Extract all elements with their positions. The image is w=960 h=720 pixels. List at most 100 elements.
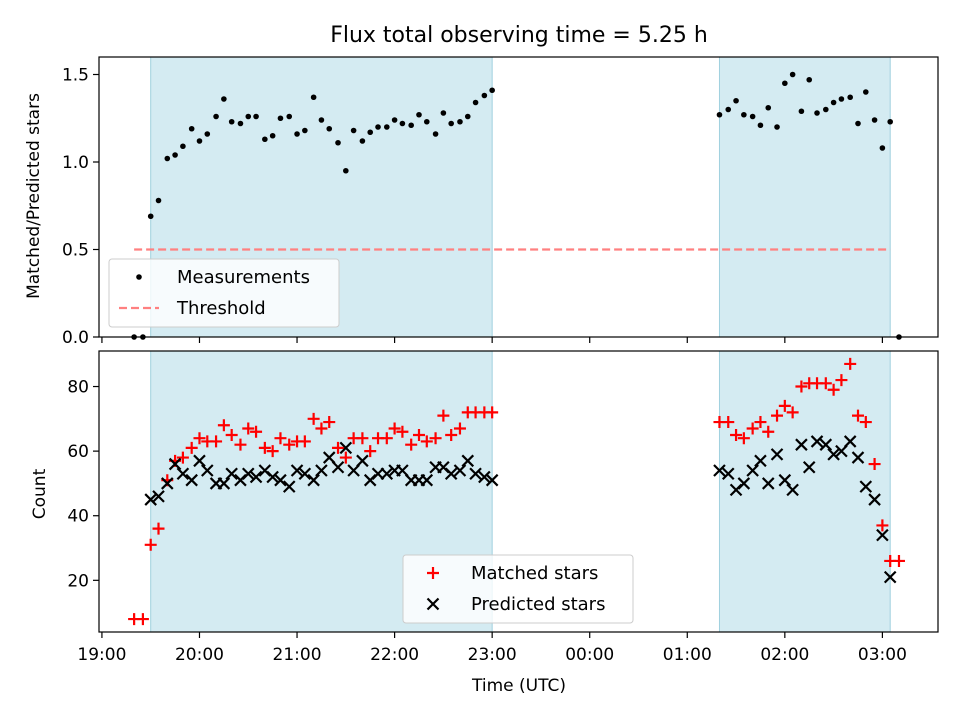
- ratio-marks: [131, 71, 902, 340]
- x-tick-label: 19:00: [77, 645, 126, 665]
- y-tick-label: 20: [67, 571, 89, 591]
- measurement-point: [464, 113, 471, 120]
- count-x-ticks: 19:00 20:00 21:00 22:00 23:00 00:00 01:00 02:00…: [77, 632, 907, 665]
- matched-star-point: [762, 425, 775, 438]
- measurement-point: [416, 111, 422, 118]
- measurement-point: [879, 145, 886, 151]
- ratio-y-ticks: 0.0 0.5 1.0 1.5: [62, 66, 99, 348]
- matched-star-point: [453, 422, 466, 435]
- measurement-point: [213, 113, 219, 120]
- predicted-star-point: [266, 470, 279, 484]
- predicted-star-point: [859, 480, 873, 493]
- matched-star-point: [786, 406, 799, 419]
- predicted-star-point: [298, 467, 312, 481]
- measurement-point: [871, 117, 878, 123]
- measurement-point: [188, 125, 195, 132]
- predicted-star-point: [883, 570, 897, 584]
- measurement-point: [448, 120, 454, 127]
- predicted-star-point: [819, 438, 833, 451]
- panel-ratio: 0.0 0.5 1.0 1.5 Matched/Predicted stars Mea…: [24, 56, 939, 348]
- predicted-star-point: [315, 464, 328, 477]
- measurement-point: [798, 108, 805, 115]
- measurement-point: [789, 71, 796, 78]
- predicted-star-point: [795, 438, 808, 451]
- predicted-star-point: [485, 473, 499, 487]
- predicted-star-point: [827, 448, 840, 461]
- matched-star-point: [136, 613, 149, 626]
- predicted-star-point: [810, 435, 824, 448]
- ratio-x-ticks: [101, 337, 883, 343]
- matched-star-point: [892, 554, 905, 567]
- measurement-point: [172, 152, 178, 158]
- measurement-point: [286, 113, 293, 120]
- legend-label: Measurements: [177, 267, 310, 288]
- legend-label: Matched stars: [471, 563, 598, 584]
- matched-star-point: [876, 519, 889, 532]
- x-tick-label: 02:00: [760, 645, 809, 665]
- predicted-star-point: [356, 454, 369, 468]
- measurement-point: [716, 111, 723, 118]
- predicted-star-point: [380, 467, 394, 481]
- x-tick-label: 01:00: [663, 645, 712, 665]
- predicted-star-point: [761, 477, 775, 490]
- measurement-point: [196, 138, 203, 144]
- measurement-point: [887, 118, 893, 125]
- legend-box: [108, 258, 340, 328]
- matched-star-point: [332, 441, 345, 454]
- predicted-star-point: [249, 470, 263, 484]
- predicted-star-point: [290, 464, 304, 477]
- matched-star-point: [868, 458, 881, 471]
- measurement-point: [204, 131, 211, 137]
- measurement-point: [253, 113, 259, 120]
- predicted-star-point: [453, 464, 467, 477]
- measurement-point: [335, 139, 341, 146]
- x-tick-label: 00:00: [565, 645, 614, 665]
- x-axis-label: Time (UTC): [471, 676, 566, 696]
- measurement-point: [237, 120, 244, 127]
- y-tick-label: 0.0: [62, 328, 89, 348]
- measurement-point: [725, 106, 732, 113]
- matched-star-point: [225, 428, 238, 441]
- predicted-star-point: [851, 451, 865, 464]
- matched-star-point: [771, 409, 784, 422]
- matched-star-point: [283, 438, 296, 451]
- predicted-star-point: [876, 528, 889, 542]
- y-tick-label: 60: [67, 442, 89, 462]
- predicted-star-point: [396, 464, 409, 477]
- matched-star-point: [193, 432, 206, 445]
- measurement-point: [733, 97, 739, 104]
- predicted-star-point: [802, 460, 816, 474]
- predicted-star-point: [868, 493, 881, 506]
- predicted-star-point: [754, 454, 767, 468]
- predicted-star-point: [786, 483, 799, 497]
- matched-star-point: [730, 428, 743, 441]
- predicted-star-point: [835, 444, 848, 458]
- matched-star-point: [307, 412, 320, 425]
- predicted-star-point: [843, 435, 857, 448]
- measurement-point: [310, 94, 317, 101]
- predicted-star-point: [307, 473, 320, 487]
- matched-star-point: [396, 425, 409, 438]
- matched-star-point: [339, 451, 352, 464]
- measurement-point: [838, 96, 845, 102]
- measurement-point: [765, 104, 772, 111]
- legend-label: Threshold: [176, 298, 266, 319]
- predicted-star-point: [469, 467, 482, 481]
- predicted-star-point: [721, 467, 735, 481]
- matched-star-point: [242, 422, 255, 435]
- count-y-axis-label: Count: [30, 468, 50, 519]
- measurement-point: [221, 96, 227, 102]
- measurement-point: [830, 99, 837, 106]
- legend-marker-predicted: [426, 597, 440, 611]
- measurement-point: [457, 118, 463, 125]
- legend-box: [402, 554, 634, 624]
- measurement-point: [774, 124, 780, 130]
- matched-star-point: [258, 441, 271, 454]
- measurement-point: [269, 132, 276, 139]
- matched-star-point: [437, 409, 450, 422]
- shaded-regions: [150, 351, 891, 632]
- count-y-ticks: 20 40 60 80: [67, 378, 99, 591]
- measurement-point: [863, 89, 869, 95]
- predicted-star-point: [152, 490, 165, 503]
